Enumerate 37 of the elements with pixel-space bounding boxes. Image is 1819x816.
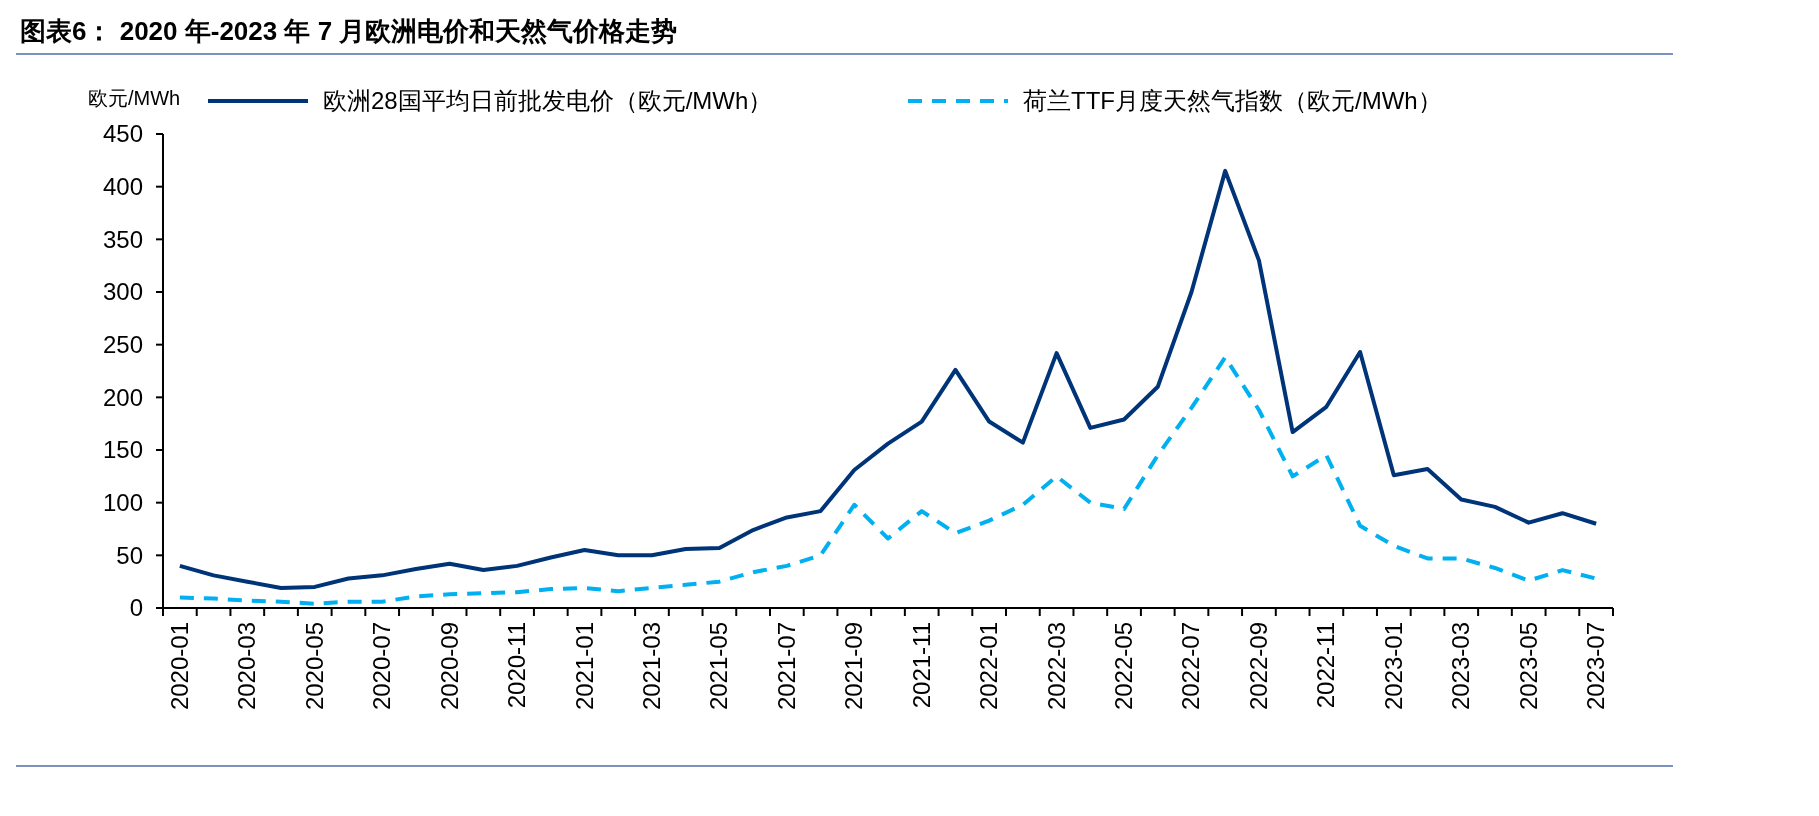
x-tick-label: 2020-07 <box>368 622 396 711</box>
x-tick-label: 2022-05 <box>1110 622 1138 711</box>
y-axis-title: 欧元/MWh <box>88 87 181 109</box>
x-tick-label: 2022-07 <box>1177 622 1205 711</box>
x-tick-label: 2021-07 <box>772 622 800 711</box>
x-tick-label: 2023-07 <box>1582 622 1610 711</box>
x-tick-label: 2020-05 <box>300 622 328 711</box>
x-tick-label: 2021-03 <box>637 622 665 711</box>
x-tick-label: 2023-01 <box>1379 622 1407 711</box>
x-tick-label: 2020-09 <box>435 622 463 711</box>
x-tick-label: 2023-05 <box>1514 622 1542 711</box>
y-tick-label: 0 <box>129 594 143 622</box>
x-tick-label: 2022-03 <box>1042 622 1070 711</box>
y-tick-label: 450 <box>102 120 143 148</box>
x-tick-label: 2022-09 <box>1244 622 1272 711</box>
x-tick-label: 2021-01 <box>570 622 598 711</box>
y-tick-label: 400 <box>102 173 143 201</box>
y-tick-label: 50 <box>116 541 143 569</box>
legend-label: 欧洲28国平均日前批发电价（欧元/MWh） <box>323 87 773 115</box>
y-tick-label: 100 <box>102 489 143 517</box>
x-tick-label: 2020-11 <box>503 622 531 709</box>
line-series <box>177 168 1599 590</box>
x-tick-label: 2021-11 <box>907 622 935 709</box>
x-tick-label: 2022-01 <box>975 622 1003 711</box>
x-tick-label: 2023-03 <box>1447 622 1475 711</box>
legend-label: 荷兰TTF月度天然气指数（欧元/MWh） <box>1023 87 1442 115</box>
y-tick-label: 300 <box>102 278 143 306</box>
x-tick-label: 2020-01 <box>165 622 193 711</box>
chart-title: 图表6： 2020 年-2023 年 7 月欧洲电价和天然气价格走势 <box>20 16 678 46</box>
x-tick-label: 2020-03 <box>233 622 261 711</box>
y-tick-label: 200 <box>102 383 143 411</box>
x-tick-label: 2021-09 <box>840 622 868 711</box>
x-tick-label: 2021-05 <box>705 622 733 711</box>
x-tick-label: 2022-11 <box>1312 622 1340 709</box>
y-tick-label: 350 <box>102 225 143 253</box>
y-tick-label: 150 <box>102 436 143 464</box>
y-tick-label: 250 <box>102 331 143 359</box>
